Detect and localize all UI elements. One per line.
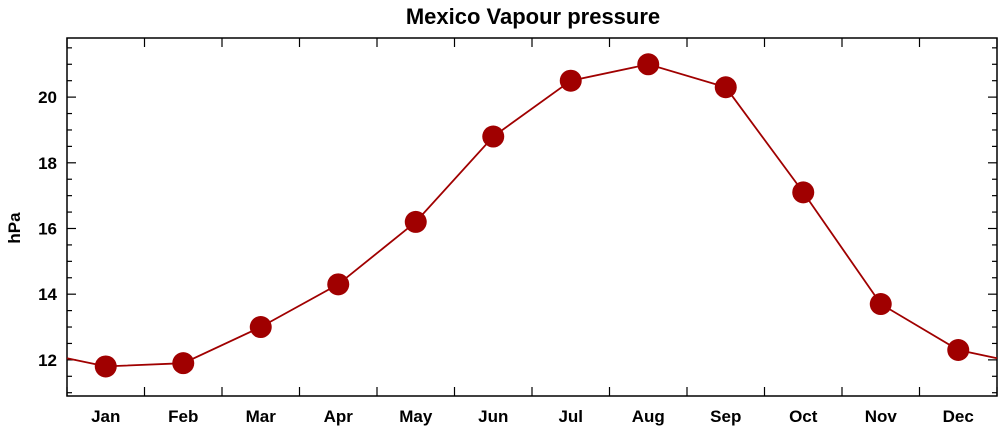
x-tick-label: Feb xyxy=(168,407,198,426)
data-point xyxy=(249,316,272,339)
x-tick-label: Jan xyxy=(91,407,120,426)
data-point xyxy=(94,355,117,378)
data-point xyxy=(327,273,350,296)
x-tick-label: Jul xyxy=(558,407,583,426)
y-axis-label: hPa xyxy=(5,212,24,244)
tick-labels: 12 14 16 18 20 Jan Feb Mar Apr May Jun Jul Aug Sep Oct… xyxy=(38,88,974,426)
series-line xyxy=(66,63,998,368)
x-tick-label: Apr xyxy=(324,407,354,426)
axis-ticks xyxy=(66,38,998,396)
y-tick-label: 12 xyxy=(38,351,57,370)
y-tick-label: 14 xyxy=(38,285,57,304)
y-tick-label: 18 xyxy=(38,154,57,173)
x-tick-label: May xyxy=(399,407,433,426)
data-markers xyxy=(94,53,970,378)
data-point xyxy=(869,293,892,316)
data-point xyxy=(559,69,582,92)
data-point xyxy=(714,76,737,99)
x-tick-label: Oct xyxy=(789,407,818,426)
x-tick-label: Dec xyxy=(943,407,974,426)
chart-title: Mexico Vapour pressure xyxy=(406,4,660,29)
series-line-layer xyxy=(66,63,998,368)
x-tick-label: Jun xyxy=(478,407,508,426)
data-point xyxy=(482,125,505,148)
data-point xyxy=(947,339,970,362)
x-tick-label: Aug xyxy=(632,407,665,426)
x-tick-label: Mar xyxy=(246,407,277,426)
data-point xyxy=(404,210,427,233)
plot-frame xyxy=(66,37,998,397)
y-tick-label: 20 xyxy=(38,88,57,107)
data-point xyxy=(792,181,815,204)
data-point xyxy=(637,53,660,76)
y-tick-label: 16 xyxy=(38,219,57,238)
x-tick-label: Sep xyxy=(710,407,741,426)
x-tick-label: Nov xyxy=(865,407,898,426)
data-point xyxy=(172,352,195,375)
